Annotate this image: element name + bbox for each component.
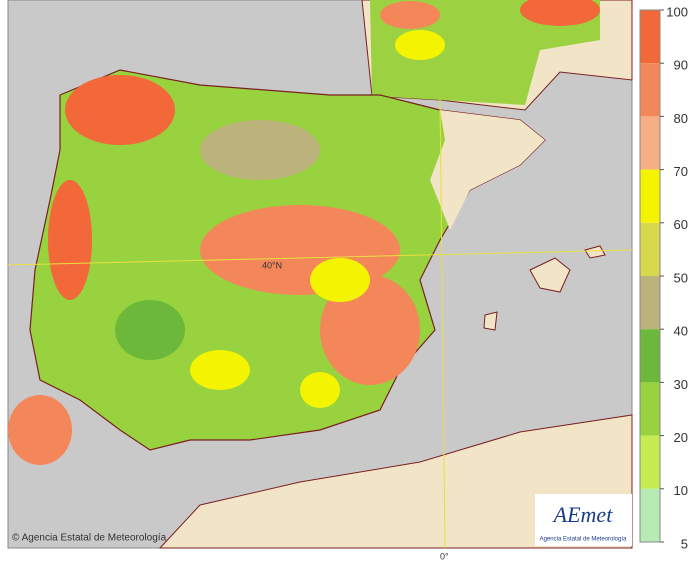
tick-label: 90 — [674, 58, 688, 73]
tick-label: 50 — [674, 270, 688, 285]
field-blob — [395, 30, 445, 60]
colorbar-segment — [640, 116, 660, 170]
island — [483, 311, 498, 331]
island — [584, 245, 606, 259]
field-blob — [115, 300, 185, 360]
field-blob — [65, 75, 175, 145]
tick-label: 100 — [666, 4, 688, 19]
meridian — [439, 99, 446, 549]
island — [529, 257, 571, 293]
field-blob — [190, 350, 250, 390]
field-blob — [520, 0, 600, 26]
colorbar-segment — [640, 222, 660, 276]
tick-label: 60 — [674, 217, 688, 232]
colorbar-segment — [640, 488, 660, 542]
field-blob — [310, 258, 370, 302]
tick-label: 10 — [674, 483, 688, 498]
parallel — [7, 249, 633, 266]
catalonia-land — [430, 110, 545, 230]
tick-label: 70 — [674, 164, 688, 179]
logo-box — [535, 494, 632, 546]
credit: © Agencia Estatal de Meteorología — [12, 533, 167, 544]
field-blob — [320, 275, 420, 385]
tick-label: 20 — [674, 430, 688, 445]
field-blob — [380, 1, 440, 29]
colorbar-segment — [640, 435, 660, 489]
field-blob — [8, 395, 72, 465]
colorbar: 100 90 80 70 60 50 40 30 20 10 5 — [639, 4, 688, 551]
latitude-label: 40°N — [262, 260, 282, 270]
logo: AEmet — [552, 502, 614, 527]
map: 40°N 0° © Agencia Estatal de Meteorologí… — [7, 0, 633, 561]
colorbar-segment — [640, 276, 660, 330]
tick-label: 5 — [681, 536, 688, 551]
field-blob — [48, 180, 92, 300]
longitude-label: 0° — [440, 551, 449, 561]
tick-label: 80 — [674, 111, 688, 126]
tick-label: 40 — [674, 324, 688, 339]
colorbar-segment — [640, 63, 660, 117]
logo-subtitle: Agencia Estatal de Meteorología — [540, 537, 627, 543]
colorbar-segment — [640, 169, 660, 223]
colorbar-segment — [640, 329, 660, 383]
field-blob — [300, 372, 340, 408]
colorbar-segment — [640, 10, 660, 64]
colorbar-segment — [640, 382, 660, 436]
field-blob — [200, 120, 320, 180]
tick-label: 30 — [674, 377, 688, 392]
